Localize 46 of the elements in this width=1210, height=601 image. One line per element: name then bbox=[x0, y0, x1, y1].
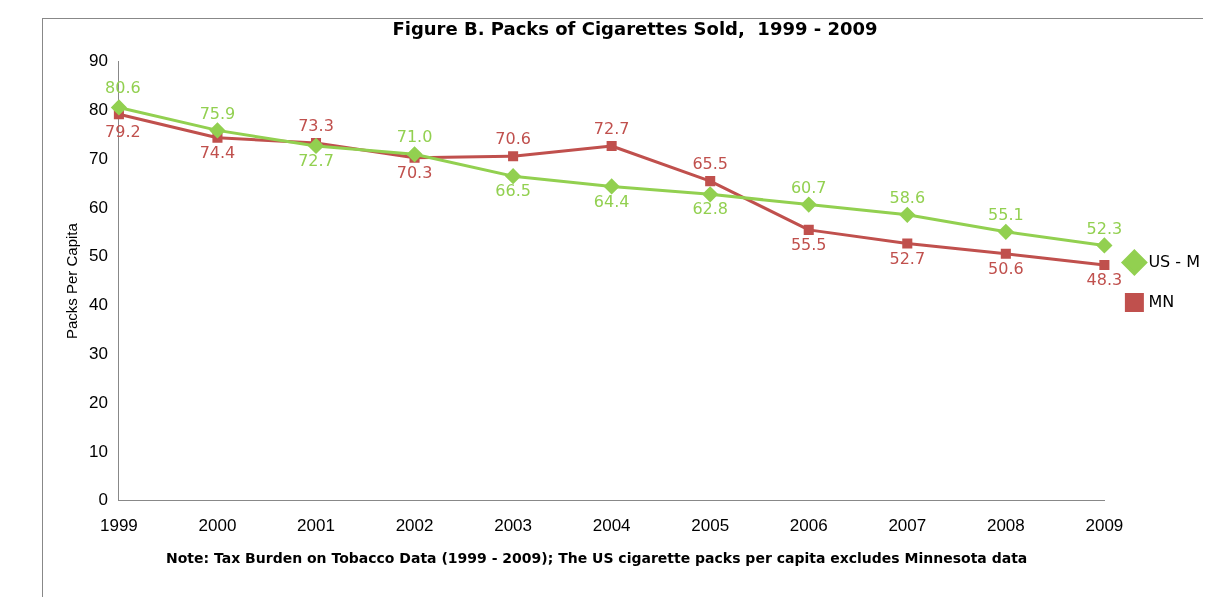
x-tick-label: 2001 bbox=[297, 516, 335, 536]
y-tick-label: 40 bbox=[88, 295, 108, 315]
x-tick-label: 2000 bbox=[198, 516, 237, 536]
y-tick-label: 80 bbox=[88, 100, 108, 120]
x-tick-label: 2007 bbox=[888, 516, 927, 536]
x-tick-label: 2003 bbox=[494, 516, 533, 536]
data-label: 55.1 bbox=[988, 204, 1024, 224]
data-label: 52.3 bbox=[1086, 218, 1123, 238]
y-tick-label: 20 bbox=[88, 392, 108, 412]
y-tick-label: 70 bbox=[88, 148, 108, 168]
data-label: 62.8 bbox=[692, 199, 729, 219]
data-label: 64.4 bbox=[593, 191, 630, 211]
text: Note: Tax Burden on Tobacco Data (1999 - 2009); The US cigarette packs per capita excludes Minnesota data bbox=[166, 549, 1029, 568]
data-label: 65.5 bbox=[692, 154, 729, 174]
x-tick-label: 2004 bbox=[592, 516, 631, 536]
data-label: 52.7 bbox=[889, 248, 926, 268]
legend-label: MN bbox=[1148, 291, 1175, 311]
legend-label: US - M bbox=[1148, 251, 1201, 271]
x-tick-label: 1999 bbox=[100, 516, 138, 536]
x-tick-label: 2005 bbox=[691, 516, 730, 536]
data-label: 66.5 bbox=[495, 181, 531, 201]
x-tick-label: 2006 bbox=[789, 516, 828, 536]
y-axis-title: Packs Per Capita bbox=[63, 222, 81, 340]
x-tick-label: 2009 bbox=[1085, 516, 1124, 536]
data-label: 75.9 bbox=[199, 103, 236, 123]
y-tick-label: 50 bbox=[88, 246, 108, 266]
data-label: 50.6 bbox=[988, 258, 1024, 278]
data-label: 60.7 bbox=[790, 177, 827, 197]
data-label: 72.7 bbox=[298, 151, 334, 171]
data-label: 58.6 bbox=[889, 187, 926, 207]
y-tick-label: 30 bbox=[88, 343, 108, 363]
data-label: 74.4 bbox=[199, 142, 236, 162]
data-label: 72.7 bbox=[593, 119, 630, 139]
y-tick-label: 60 bbox=[88, 197, 108, 217]
y-tick-label: 0 bbox=[98, 490, 108, 510]
data-label: 48.3 bbox=[1086, 270, 1123, 290]
data-label: 73.3 bbox=[298, 116, 334, 136]
data-label: 71.0 bbox=[396, 127, 433, 147]
chart-title: Figure B. Packs of Cigarettes Sold, 1999 - 2009 bbox=[392, 18, 878, 40]
y-tick-label: 90 bbox=[88, 51, 108, 71]
data-label: 70.3 bbox=[396, 162, 433, 182]
data-label: 70.6 bbox=[495, 129, 531, 149]
data-label: 55.5 bbox=[790, 235, 827, 255]
y-tick-label: 10 bbox=[88, 441, 108, 461]
x-tick-label: 2002 bbox=[395, 516, 434, 536]
x-tick-label: 2008 bbox=[986, 516, 1025, 536]
